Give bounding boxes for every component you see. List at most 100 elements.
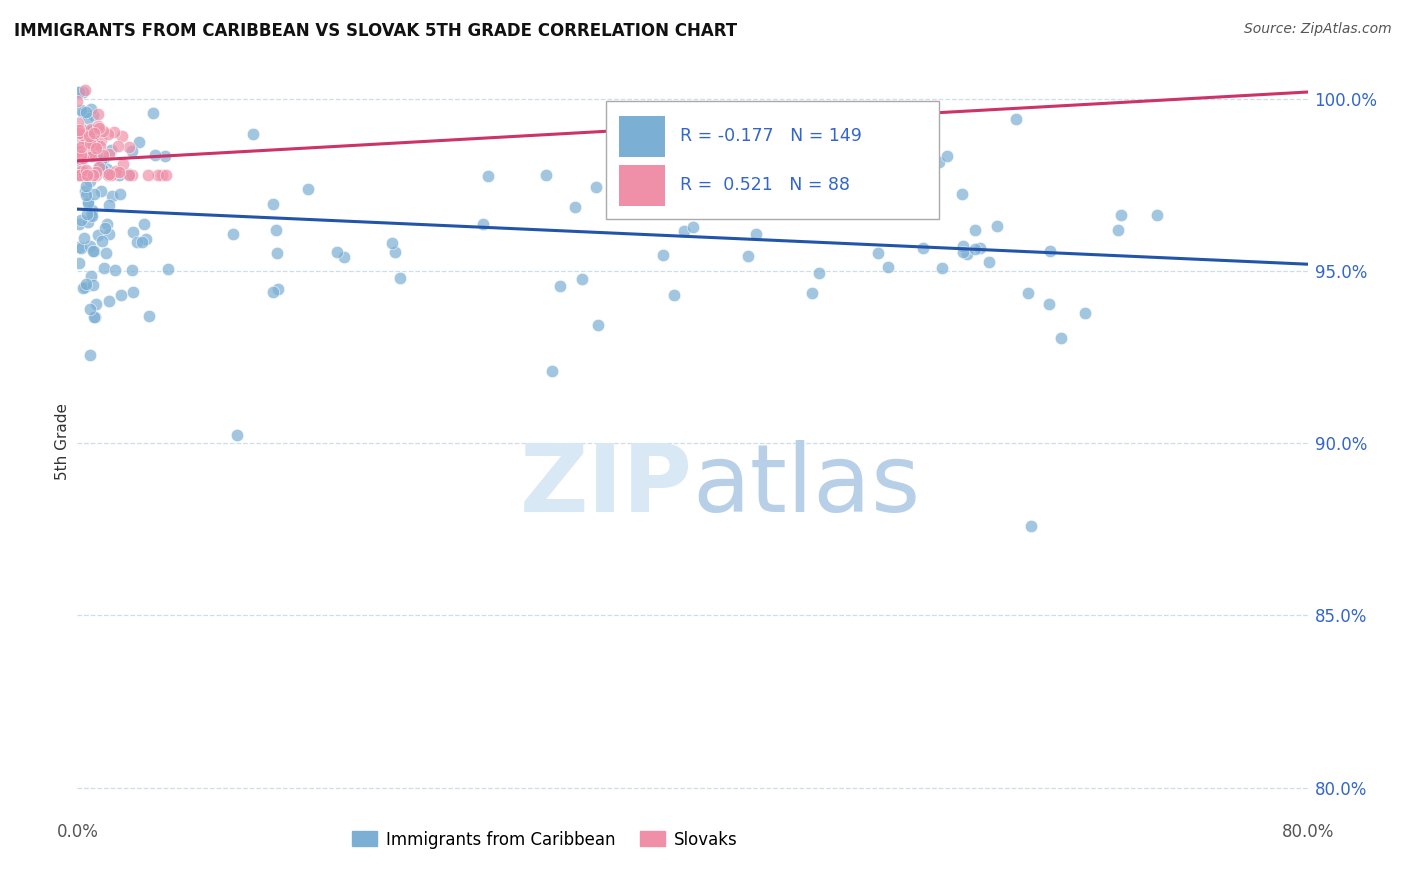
Point	[73, 168, 96, 182]
Point	[75, 178, 97, 193]
Point	[72, 280, 94, 294]
Point	[80, 137, 103, 152]
Point	[73, 83, 96, 97]
Point	[79, 268, 101, 283]
Point	[1017, 285, 1039, 300]
Point	[94, 220, 117, 235]
Point	[76, 168, 98, 182]
Point	[1019, 519, 1042, 533]
Point	[1109, 208, 1132, 222]
Point	[70, 126, 93, 140]
Point	[118, 168, 141, 182]
Point	[69, 242, 91, 256]
Point	[69, 213, 91, 227]
Point	[91, 147, 114, 161]
Point	[128, 135, 150, 149]
Point	[82, 277, 104, 292]
Point	[800, 285, 823, 300]
Point	[242, 128, 264, 142]
Point	[600, 204, 623, 219]
Point	[79, 136, 101, 150]
Point	[87, 161, 110, 176]
Point	[104, 163, 127, 178]
Point	[262, 285, 284, 299]
Point	[80, 122, 103, 136]
Point	[118, 140, 141, 154]
Point	[1074, 306, 1097, 320]
Point	[585, 179, 607, 194]
Point	[77, 168, 100, 182]
Point	[67, 256, 90, 270]
Point	[76, 168, 98, 182]
Point	[226, 427, 249, 442]
Point	[121, 225, 143, 239]
Point	[93, 163, 115, 178]
Point	[87, 160, 110, 174]
Point	[91, 153, 114, 167]
Point	[67, 85, 90, 99]
Point	[384, 245, 406, 260]
Point	[97, 128, 120, 142]
Point	[67, 168, 90, 182]
Point	[136, 168, 159, 182]
Point	[93, 261, 115, 276]
Point	[76, 206, 98, 220]
Point	[70, 168, 93, 182]
Point	[89, 138, 111, 153]
Point	[98, 147, 121, 161]
Point	[90, 133, 112, 147]
Point	[87, 227, 110, 242]
Point	[97, 168, 120, 182]
Point	[73, 168, 96, 182]
Point	[979, 255, 1001, 269]
Point	[84, 164, 107, 178]
Point	[70, 163, 93, 178]
Point	[72, 164, 94, 178]
Point	[80, 209, 103, 223]
Point	[134, 217, 156, 231]
Point	[69, 143, 91, 157]
Point	[72, 231, 94, 245]
Point	[67, 144, 90, 158]
Point	[80, 202, 103, 217]
Point	[737, 248, 759, 262]
Point	[77, 168, 100, 182]
Point	[79, 168, 101, 182]
Point	[84, 296, 107, 310]
Point	[90, 161, 112, 176]
Point	[1146, 208, 1168, 222]
Point	[931, 260, 953, 275]
Point	[1107, 223, 1129, 237]
Point	[79, 301, 101, 316]
Point	[96, 161, 118, 176]
Point	[75, 277, 97, 292]
Point	[72, 85, 94, 99]
Point	[986, 219, 1008, 234]
Point	[69, 168, 91, 182]
Point	[110, 129, 132, 144]
Point	[83, 136, 105, 150]
Point	[267, 282, 290, 296]
Point	[928, 154, 950, 169]
FancyBboxPatch shape	[619, 165, 665, 206]
Point	[150, 168, 173, 182]
Point	[75, 105, 97, 120]
Point	[80, 123, 103, 137]
Text: R = -0.177   N = 149: R = -0.177 N = 149	[681, 127, 862, 145]
Point	[80, 209, 103, 223]
Point	[67, 131, 90, 145]
Point	[84, 137, 107, 152]
Point	[82, 168, 104, 182]
Point	[127, 235, 149, 250]
Point	[807, 267, 830, 281]
Point	[80, 102, 103, 116]
Point	[935, 148, 957, 162]
Point	[80, 168, 103, 182]
Point	[67, 116, 90, 130]
Point	[108, 168, 131, 182]
Point	[1050, 331, 1073, 345]
Point	[672, 223, 695, 237]
Point	[297, 182, 319, 196]
Point	[67, 168, 90, 182]
Point	[104, 263, 127, 277]
